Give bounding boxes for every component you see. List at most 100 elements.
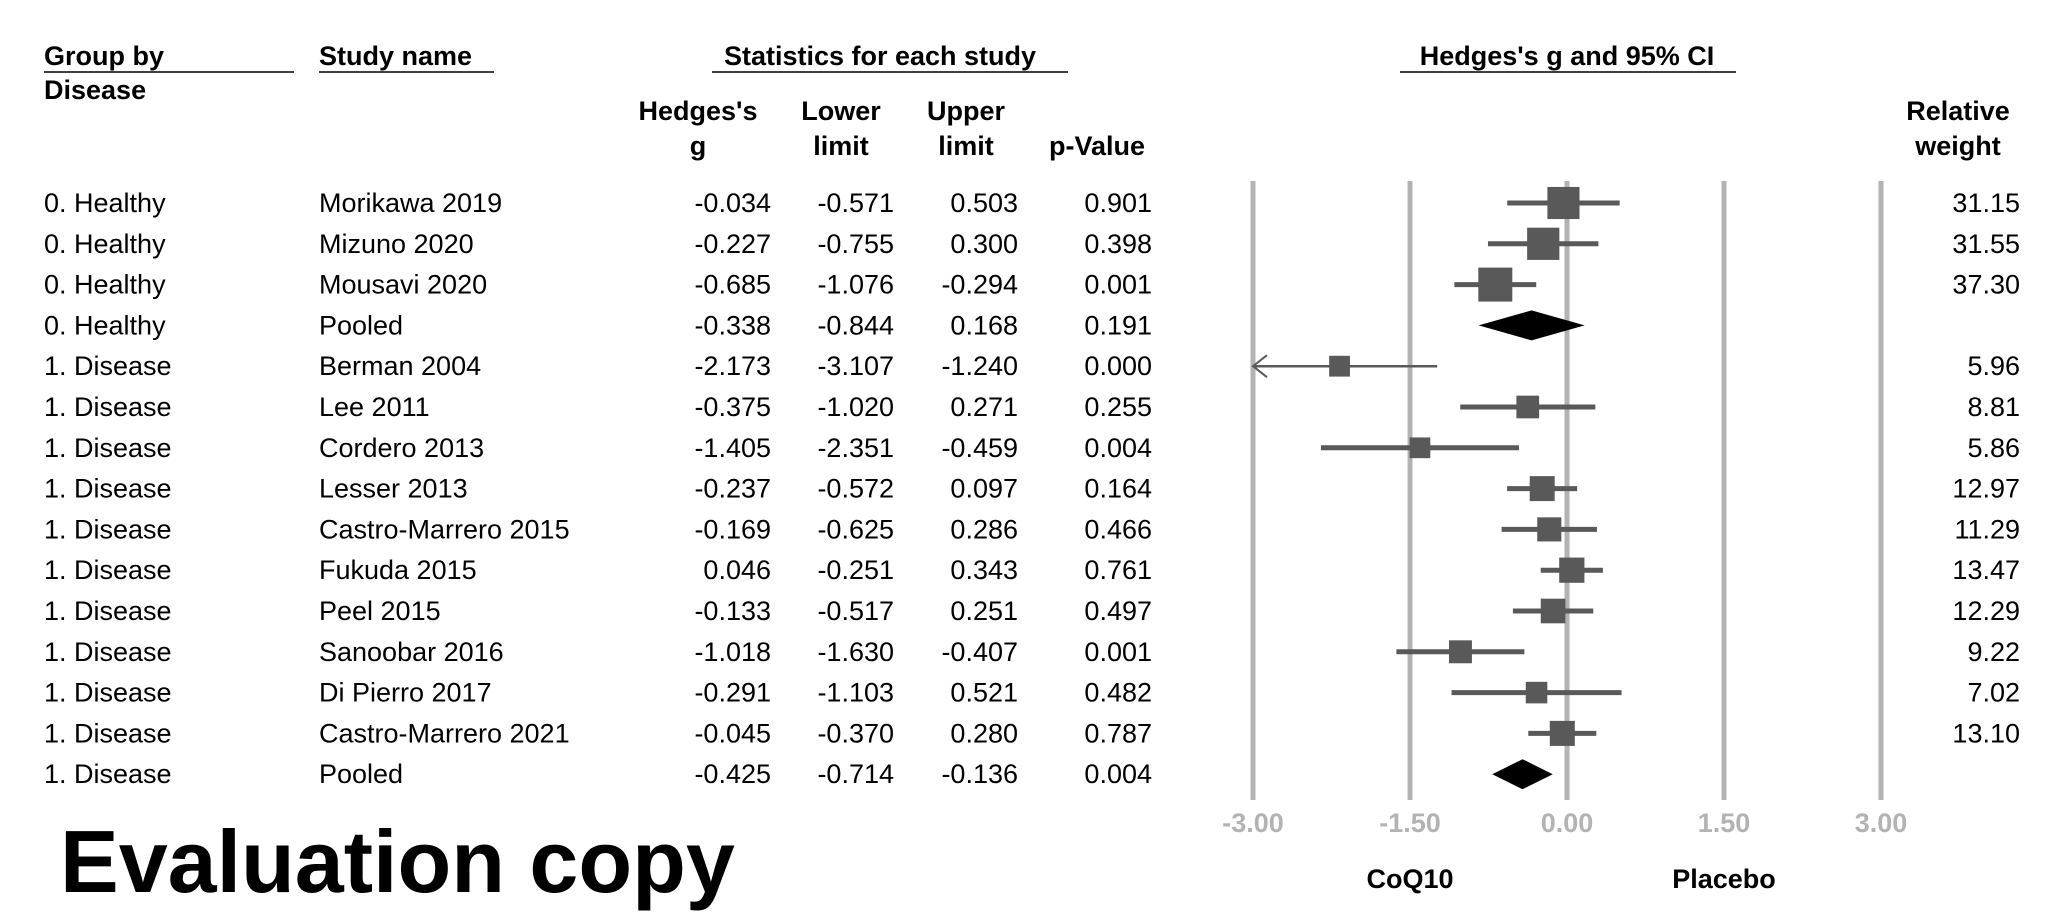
lower-limit-cell: -0.844 (817, 310, 894, 340)
lower-limit-cell: -0.251 (817, 555, 894, 585)
upper-limit-cell: 0.097 (950, 474, 1018, 504)
study-name-cell: Di Pierro 2017 (319, 678, 492, 708)
effect-square (1516, 395, 1540, 419)
header-lower: limit (813, 131, 869, 161)
upper-limit-cell: 0.300 (950, 229, 1018, 259)
weight-cell: 37.30 (1952, 270, 2020, 300)
study-name-cell: Mizuno 2020 (319, 229, 474, 259)
effect-square (1549, 720, 1575, 746)
weight-cell: 31.15 (1952, 188, 2020, 218)
study-name-cell: Castro-Marrero 2015 (319, 514, 570, 544)
study-name-cell: Cordero 2013 (319, 433, 484, 463)
group-cell: 1. Disease (44, 596, 172, 626)
arrow-left-icon (1251, 354, 1268, 378)
hedges-g-cell: -0.685 (694, 270, 771, 300)
group-cell: 1. Disease (44, 678, 172, 708)
effect-square (1547, 186, 1580, 220)
watermark: Evaluation copy (60, 812, 735, 911)
effect-square (1537, 517, 1562, 542)
lower-limit-cell: -0.517 (817, 596, 894, 626)
group-cell: 1. Disease (44, 759, 172, 789)
hedges-g-cell: -0.133 (694, 596, 771, 626)
lower-limit-cell: -1.103 (817, 678, 894, 708)
group-cell: 1. Disease (44, 514, 172, 544)
group-cell: 0. Healthy (44, 229, 166, 259)
weight-cell: 13.47 (1952, 555, 2020, 585)
lower-limit-cell: -1.020 (817, 392, 894, 422)
lower-limit-cell: -1.076 (817, 270, 894, 300)
lower-limit-cell: -0.714 (817, 759, 894, 789)
x-label-left: CoQ10 (1366, 864, 1453, 894)
lower-limit-cell: -0.370 (817, 718, 894, 748)
x-tick-label: 3.00 (1855, 808, 1908, 838)
lower-limit-cell: -0.572 (817, 474, 894, 504)
hedges-g-cell: -0.338 (694, 310, 771, 340)
p-value-cell: 0.255 (1084, 392, 1152, 422)
p-value-cell: 0.466 (1084, 514, 1152, 544)
header-p-value: p-Value (1049, 131, 1145, 161)
upper-limit-cell: 0.286 (950, 514, 1018, 544)
study-name-cell: Lee 2011 (319, 392, 430, 422)
weight-cell: 12.29 (1952, 596, 2020, 626)
study-name-cell: Pooled (319, 759, 403, 789)
hedges-g-cell: -0.034 (694, 188, 771, 218)
header-study: Study name (319, 41, 472, 71)
header-plot: Hedges's g and 95% CI (1420, 41, 1715, 71)
weight-cell: 5.96 (1967, 351, 2020, 381)
study-name-cell: Fukuda 2015 (319, 555, 477, 585)
upper-limit-cell: 0.271 (950, 392, 1018, 422)
x-tick-label: 0.00 (1541, 808, 1594, 838)
group-cell: 1. Disease (44, 718, 172, 748)
p-value-cell: 0.004 (1084, 433, 1152, 463)
upper-limit-cell: -1.240 (941, 351, 1018, 381)
lower-limit-cell: -3.107 (817, 351, 894, 381)
upper-limit-cell: 0.503 (950, 188, 1018, 218)
header-upper: limit (938, 131, 994, 161)
header-stats: Statistics for each study (724, 41, 1036, 71)
effect-square (1527, 227, 1560, 260)
upper-limit-cell: 0.251 (950, 596, 1018, 626)
effect-square (1540, 598, 1566, 624)
x-label-right: Placebo (1672, 864, 1776, 894)
effect-square (1478, 267, 1513, 302)
effect-square (1409, 437, 1431, 459)
hedges-g-cell: -0.291 (694, 678, 771, 708)
upper-limit-cell: 0.280 (950, 718, 1018, 748)
p-value-cell: 0.191 (1084, 310, 1152, 340)
upper-limit-cell: 0.521 (950, 678, 1018, 708)
hedges-g-cell: -1.405 (694, 433, 771, 463)
header-lower: Lower (801, 96, 881, 126)
weight-cell: 11.29 (1954, 514, 2020, 544)
hedges-g-cell: -0.169 (694, 514, 771, 544)
weight-cell: 12.97 (1952, 474, 2020, 504)
p-value-cell: 0.001 (1084, 270, 1152, 300)
study-name-cell: Sanoobar 2016 (319, 637, 504, 667)
hedges-g-cell: -2.173 (694, 351, 771, 381)
upper-limit-cell: -0.459 (941, 433, 1018, 463)
study-name-cell: Berman 2004 (319, 351, 481, 381)
hedges-g-cell: -0.045 (694, 718, 771, 748)
study-name-cell: Mousavi 2020 (319, 270, 487, 300)
pooled-diamond (1492, 759, 1553, 790)
p-value-cell: 0.000 (1084, 351, 1152, 381)
lower-limit-cell: -0.625 (817, 514, 894, 544)
header-weight: weight (1914, 131, 2001, 161)
weight-cell: 9.22 (1967, 637, 2020, 667)
x-tick-label: -1.50 (1379, 808, 1441, 838)
p-value-cell: 0.004 (1084, 759, 1152, 789)
group-cell: 1. Disease (44, 392, 172, 422)
weight-cell: 5.86 (1967, 433, 2020, 463)
group-cell: 1. Disease (44, 433, 172, 463)
p-value-cell: 0.164 (1084, 474, 1152, 504)
effect-square (1559, 557, 1585, 583)
p-value-cell: 0.482 (1084, 678, 1152, 708)
hedges-g-cell: 0.046 (703, 555, 771, 585)
effect-square (1525, 681, 1548, 704)
header-group-2: Disease (44, 75, 146, 105)
effect-square (1329, 355, 1350, 377)
effect-square (1529, 476, 1555, 502)
study-name-cell: Morikawa 2019 (319, 188, 502, 218)
header-upper: Upper (927, 96, 1006, 126)
upper-limit-cell: 0.343 (950, 555, 1018, 585)
